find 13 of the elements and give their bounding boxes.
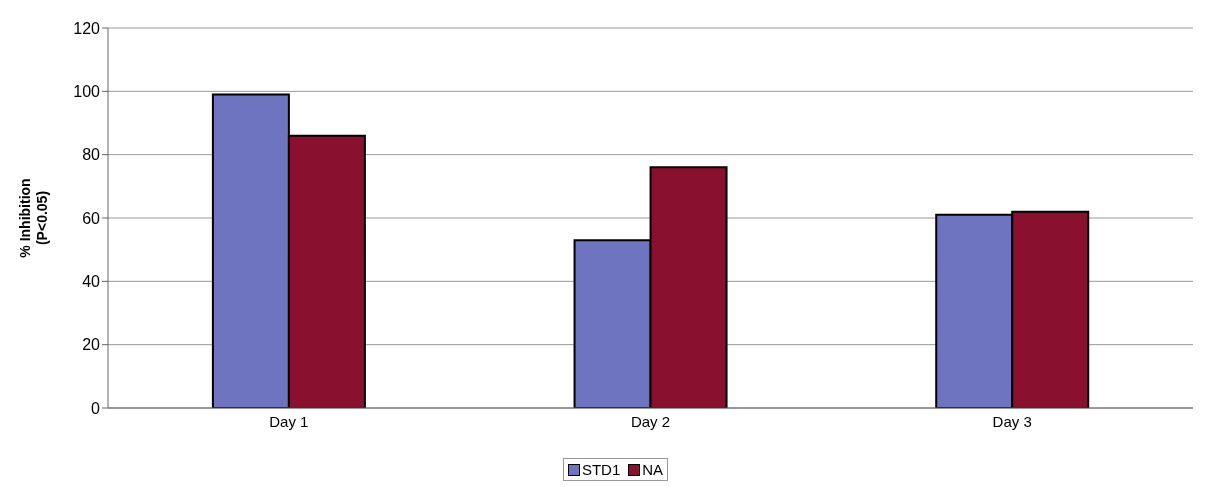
y-axis-title: % Inhibition (P<0.05) — [17, 178, 50, 258]
x-tick-label: Day 2 — [630, 412, 671, 430]
y-tick-label: 0 — [91, 399, 101, 417]
y-tick-label: 100 — [73, 83, 101, 101]
legend-label: STD1 — [580, 461, 621, 478]
y-tick-label: 80 — [82, 146, 101, 164]
legend-label: NA — [641, 461, 664, 478]
y-tick-label: 20 — [82, 336, 101, 354]
y-tick-label: 40 — [82, 273, 101, 291]
y-tick-label: 60 — [82, 209, 101, 227]
x-tick-label: Day 1 — [269, 412, 309, 430]
y-tick-label: 120 — [73, 19, 101, 37]
x-tick-label: Day 3 — [992, 412, 1032, 430]
